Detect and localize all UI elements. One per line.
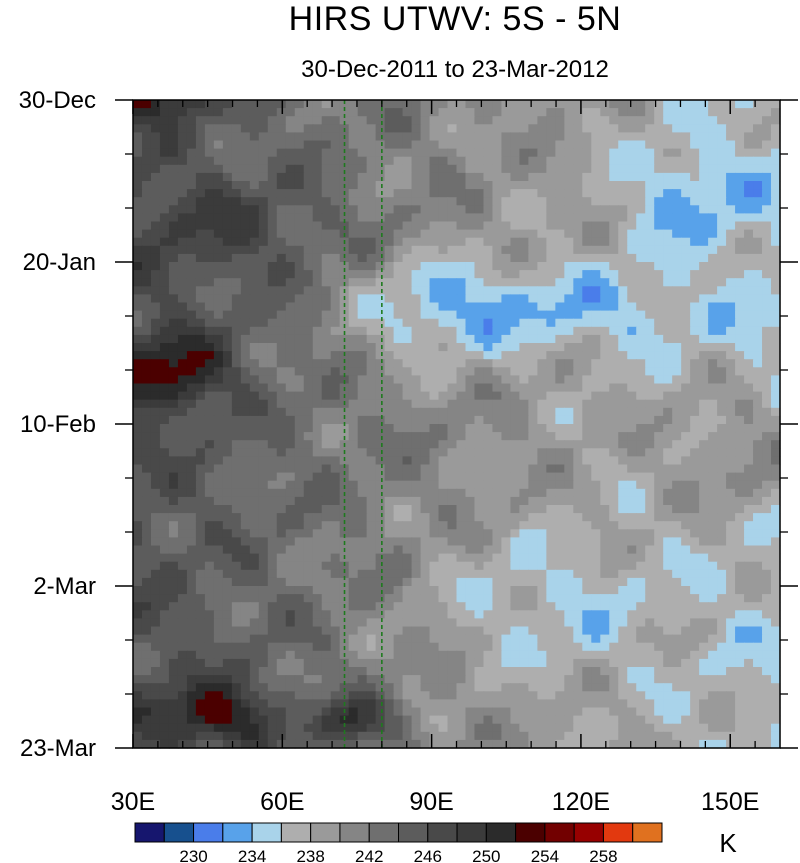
colorbar-box [544,822,575,843]
x-tick-label: 60E [260,788,304,816]
y-tick-label: 2-Mar [33,573,96,600]
colorbar-label: 254 [531,847,559,863]
colorbar-label: 242 [355,847,383,863]
colorbar-unit: K [719,828,737,858]
colorbar-label: 234 [238,847,266,863]
colorbar-box [339,822,370,843]
x-tick-label: 30E [111,788,155,816]
colorbar-box [310,822,341,843]
y-tick-label: 30-Dec [19,87,96,114]
colorbar-label: 250 [472,847,500,863]
colorbar-box [222,822,253,843]
colorbar-box [134,822,165,843]
colorbar-box [515,822,546,843]
x-tick-label: 90E [409,788,453,816]
colorbar-box [280,822,312,843]
colorbar-box [193,822,224,843]
colorbar-box [427,822,458,843]
y-tick-label: 23-Mar [20,735,96,762]
colorbar-label: 246 [414,847,442,863]
colorbar-box [368,822,400,843]
colorbar-box [398,822,429,843]
colorbar-box [602,822,634,843]
chart-title: HIRS UTWV: 5S - 5N [288,0,622,38]
colorbar-label: 230 [179,847,207,863]
colorbar-label: 238 [296,847,324,863]
colorbar-box [485,822,517,843]
colorbar-box [163,822,195,843]
colorbar-box [573,822,604,843]
x-tick-label: 120E [552,788,610,816]
x-tick-label: 150E [701,788,759,816]
colorbar-box [632,822,663,843]
y-tick-label: 20-Jan [23,249,96,276]
y-tick-label: 10-Feb [20,411,96,438]
colorbar-label: 258 [589,847,617,863]
colorbar-box [251,822,282,843]
colorbar-box [456,822,487,843]
contour-field [133,100,781,749]
chart-subtitle: 30-Dec-2011 to 23-Mar-2012 [301,56,609,83]
